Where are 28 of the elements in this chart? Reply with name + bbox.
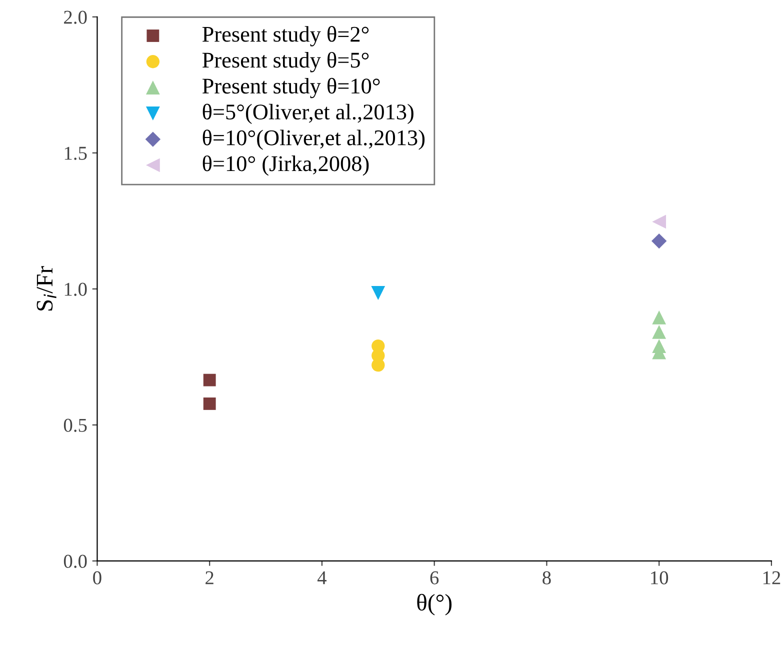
- x-axis-title: θ(°): [417, 594, 452, 616]
- point: [372, 358, 385, 372]
- point: [371, 286, 386, 300]
- y-tick-label: 1.0: [64, 282, 87, 296]
- point: [652, 310, 666, 324]
- legend-label: θ=5°(Oliver,et al.,2013): [202, 104, 414, 124]
- legend-label: θ=10° (Jirka,2008): [202, 155, 369, 176]
- point: [203, 374, 216, 386]
- y-tick-label: 0.0: [64, 554, 87, 568]
- x-tick-label: 8: [542, 571, 551, 584]
- point: [652, 214, 666, 229]
- y-tick-label: 0.5: [64, 418, 87, 432]
- x-tick-label: 4: [317, 571, 327, 584]
- legend-label: Present study θ=10°: [202, 78, 380, 98]
- x-tick-label: 2: [206, 571, 214, 584]
- point: [203, 398, 216, 410]
- x-tick-label: 6: [430, 571, 439, 584]
- y-tick-label: 2.0: [64, 10, 87, 24]
- y-axis-title: S$_{i}$/Fr: [36, 266, 56, 310]
- point: [651, 233, 667, 249]
- x-tick-label: 12: [763, 571, 780, 584]
- legend-label: Present study θ=2°: [202, 26, 369, 46]
- x-tick-label: 0: [93, 571, 102, 584]
- legend-label: Present study θ=5°: [202, 52, 369, 72]
- y-tick-label: 1.5: [64, 146, 87, 160]
- legend-label: θ=10°(Oliver,et al.,2013): [202, 130, 425, 150]
- x-tick-label: 10: [651, 571, 668, 584]
- point: [652, 324, 666, 339]
